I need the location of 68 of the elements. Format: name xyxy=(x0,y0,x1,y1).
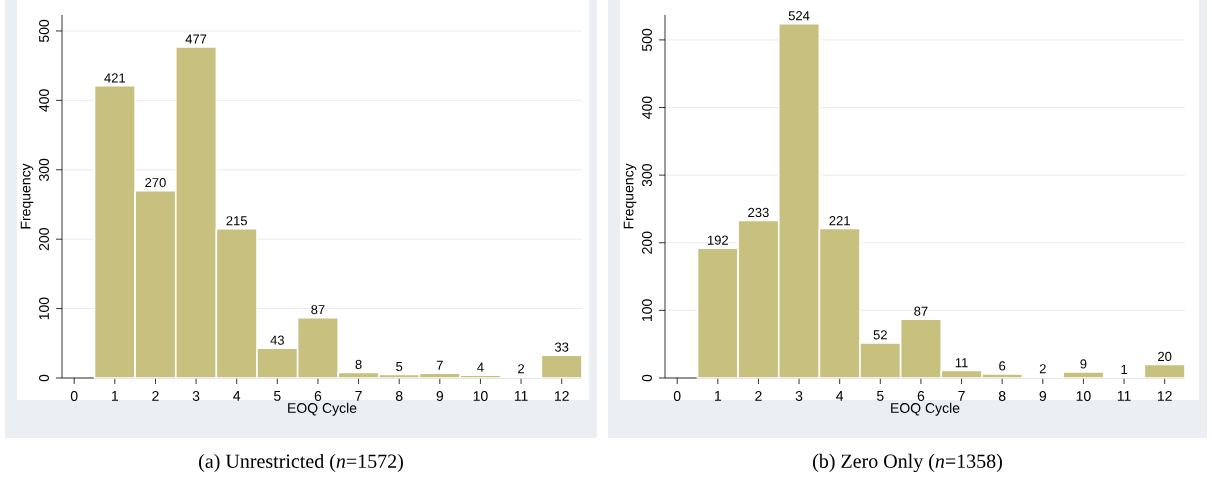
x-tick-label: 6 xyxy=(314,391,322,401)
data-label: 2 xyxy=(518,364,525,374)
data-label: 52 xyxy=(873,330,887,340)
x-tick-label: 2 xyxy=(755,391,762,401)
y-tick-label: 200 xyxy=(642,231,652,254)
y-tick-label: 100 xyxy=(39,297,49,320)
x-tick-label: 3 xyxy=(795,391,803,401)
data-label: 7 xyxy=(436,360,443,370)
data-label: 421 xyxy=(104,73,126,83)
data-label: 270 xyxy=(145,178,166,188)
y-tick-label: 200 xyxy=(39,228,49,251)
x-tick-label: 10 xyxy=(473,391,488,401)
text: (b) Zero Only (n=1358) xyxy=(813,453,1002,473)
x-tick-label: 0 xyxy=(673,391,681,401)
data-label: 477 xyxy=(185,34,207,44)
x-tick-label: 4 xyxy=(836,391,844,401)
x-tick-label: 11 xyxy=(514,391,528,401)
text: (a) Unrestricted (n=1572) xyxy=(199,453,403,473)
x-tick-label: 1 xyxy=(714,391,722,401)
y-tick-label: 100 xyxy=(642,299,652,321)
data-label: 9 xyxy=(1080,359,1087,369)
data-label: 233 xyxy=(748,207,769,218)
x-tick-label: 12 xyxy=(1157,391,1172,401)
x-tick-label: 0 xyxy=(70,391,78,401)
data-label: 6 xyxy=(999,361,1006,371)
y-tick-label: 0 xyxy=(39,374,49,382)
data-label: 87 xyxy=(914,306,928,316)
x-tick-label: 7 xyxy=(355,391,362,401)
data-label: 87 xyxy=(311,305,325,315)
data-label: 20 xyxy=(1158,351,1172,362)
data-label: 4 xyxy=(477,362,484,372)
x-tick-label: 3 xyxy=(192,391,200,401)
x-tick-label: 11 xyxy=(1117,391,1131,401)
y-tick-label: 300 xyxy=(39,158,49,181)
data-label: 524 xyxy=(788,11,810,21)
x-tick-label: 8 xyxy=(998,391,1006,401)
y-tick-label: 300 xyxy=(642,164,652,187)
x-tick-label: 6 xyxy=(917,391,925,401)
x-axis-title: EOQ Cycle xyxy=(891,402,960,416)
x-tick-label: 8 xyxy=(395,391,403,401)
y-tick-label: 400 xyxy=(642,96,652,119)
x-tick-label: 1 xyxy=(112,391,119,401)
data-label: 8 xyxy=(355,359,362,370)
x-tick-label: 10 xyxy=(1076,391,1091,401)
data-label: 1 xyxy=(1121,364,1128,374)
x-tick-label: 9 xyxy=(436,391,444,401)
y-axis-title: Frequency xyxy=(623,163,637,229)
x-tick-label: 5 xyxy=(876,391,884,401)
x-tick-label: 5 xyxy=(273,391,281,401)
x-tick-label: 7 xyxy=(958,391,965,401)
y-tick-label: 400 xyxy=(39,89,49,112)
data-label: 2 xyxy=(1039,364,1046,374)
x-tick-label: 9 xyxy=(1039,391,1047,401)
x-tick-label: 12 xyxy=(554,391,569,401)
data-label: 5 xyxy=(396,362,403,372)
y-tick-label: 500 xyxy=(39,19,49,43)
x-tick-label: 2 xyxy=(152,391,159,401)
data-label: 33 xyxy=(554,342,569,352)
y-tick-label: 500 xyxy=(642,28,652,52)
data-label: 215 xyxy=(226,216,247,226)
data-label: 11 xyxy=(955,358,968,368)
y-axis-title: Frequency xyxy=(20,163,34,229)
x-axis-title: EOQ Cycle xyxy=(288,402,357,416)
y-tick-label: 0 xyxy=(642,374,652,382)
data-label: 43 xyxy=(270,335,284,345)
data-label: 192 xyxy=(707,235,728,245)
data-label: 221 xyxy=(829,216,850,226)
x-tick-label: 4 xyxy=(233,391,241,401)
